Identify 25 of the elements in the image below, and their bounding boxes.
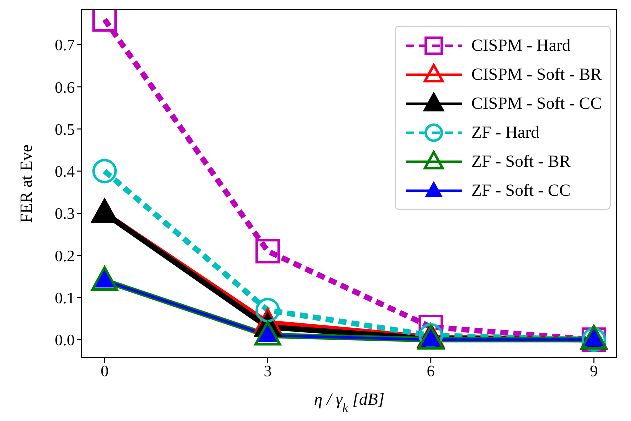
point (92, 159, 118, 184)
y-tick-label: 0.5 (55, 122, 75, 139)
x-axis-title: η / γ$_{k}$ [dB] (314, 390, 385, 415)
y-tick-label: 0.1 (55, 290, 75, 308)
y-tick-label: 0.7 (55, 38, 75, 55)
legend-label: CISPM - Soft - CC (472, 94, 602, 114)
point (256, 239, 280, 264)
y-tick-label: 0.4 (55, 164, 75, 182)
y-tick-label: 0.2 (55, 248, 75, 266)
x-tick-label: 9 (590, 363, 598, 380)
legend-label: ZF - Soft - BR (472, 152, 571, 172)
x-tick-label: 0 (100, 363, 109, 380)
y-tick-label: 0.0 (55, 332, 75, 350)
y-tick-label: 0.3 (55, 206, 75, 224)
point (254, 321, 282, 346)
x-tick-label: 6 (427, 363, 436, 380)
point (92, 10, 118, 32)
y-axis-title: FER at Eve (17, 144, 36, 224)
legend-label: CISPM - Soft - BR (472, 64, 602, 84)
x-tick-label: 3 (264, 363, 272, 380)
legend-label: CISPM - Hard (472, 36, 571, 56)
legend-label: ZF - Soft - CC (472, 180, 571, 200)
legend-label: ZF - Hard (472, 122, 540, 142)
point (91, 266, 118, 291)
y-tick-label: 0.6 (55, 80, 75, 97)
